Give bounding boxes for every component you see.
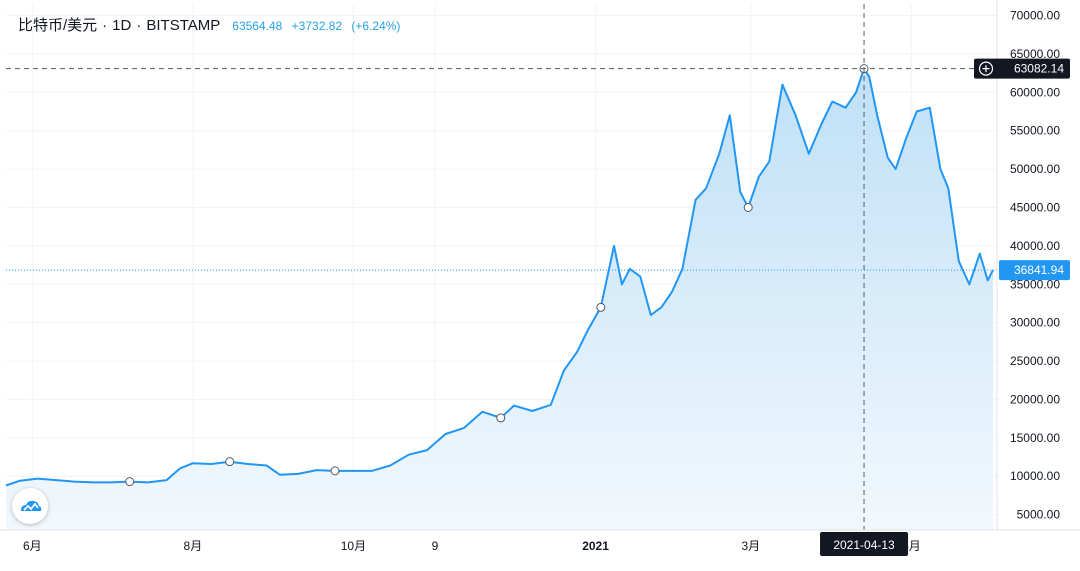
y-tick-label: 55000.00 (1010, 124, 1060, 138)
y-tick-label: 70000.00 (1010, 9, 1060, 23)
y-tick-label: 25000.00 (1010, 354, 1060, 368)
tradingview-logo-button[interactable] (12, 488, 48, 524)
crosshair-date-label-bg (820, 532, 909, 556)
crosshair-price-label-bg (974, 58, 1070, 79)
x-tick-label: 10月 (341, 539, 366, 553)
event-marker (496, 413, 506, 423)
symbol-name[interactable]: 比特币/美元 (18, 17, 98, 34)
last-price-label-bg (999, 260, 1070, 281)
cloud-chart-icon (21, 500, 42, 511)
event-marker (125, 477, 135, 487)
exchange-name: BITSTAMP (146, 17, 221, 34)
y-tick-label: 40000.00 (1010, 239, 1060, 253)
x-tick-label: 2021 (582, 539, 609, 553)
y-tick-label: 5000.00 (1017, 508, 1061, 522)
y-tick-label: 10000.00 (1010, 469, 1060, 483)
last-price-label: 36841.94 (1014, 263, 1064, 277)
x-tick-label: 9 (432, 539, 439, 553)
separator-dot: · (136, 17, 142, 34)
add-alert-icon (978, 61, 994, 76)
y-tick-label: 30000.00 (1010, 316, 1060, 330)
event-marker (330, 466, 340, 476)
price-quote: 63564.48 +3732.82 (+6.24%) (232, 19, 406, 33)
y-tick-label: 45000.00 (1010, 200, 1060, 214)
area-fill (6, 68, 993, 530)
x-tick-label: 8月 (184, 539, 203, 553)
price-change-percent: (+6.24%) (351, 19, 401, 33)
y-tick-label: 65000.00 (1010, 47, 1060, 61)
crosshair-date-label: 2021-04-13 (833, 538, 895, 552)
y-tick-label: 20000.00 (1010, 392, 1060, 406)
y-tick-label: 60000.00 (1010, 85, 1060, 99)
event-marker (596, 302, 606, 312)
event-marker (743, 202, 753, 212)
current-price: 63564.48 (232, 19, 283, 33)
price-change: +3732.82 (291, 19, 343, 33)
y-tick-label: 15000.00 (1010, 431, 1060, 445)
y-tick-label: 35000.00 (1010, 277, 1060, 291)
x-tick-label: 6月 (23, 539, 42, 553)
chart-header: 比特币/美元 · 1D · BITSTAMP 63564.48 +3732.82… (18, 14, 406, 35)
crosshair-price-label: 63082.14 (1014, 62, 1064, 76)
plus-icon (982, 65, 990, 73)
price-line (5, 67, 994, 487)
event-marker (225, 457, 235, 467)
y-tick-label: 50000.00 (1010, 162, 1060, 176)
separator-dot: · (102, 17, 108, 34)
interval-label[interactable]: 1D (112, 17, 132, 34)
x-tick-label: 3月 (742, 539, 761, 553)
